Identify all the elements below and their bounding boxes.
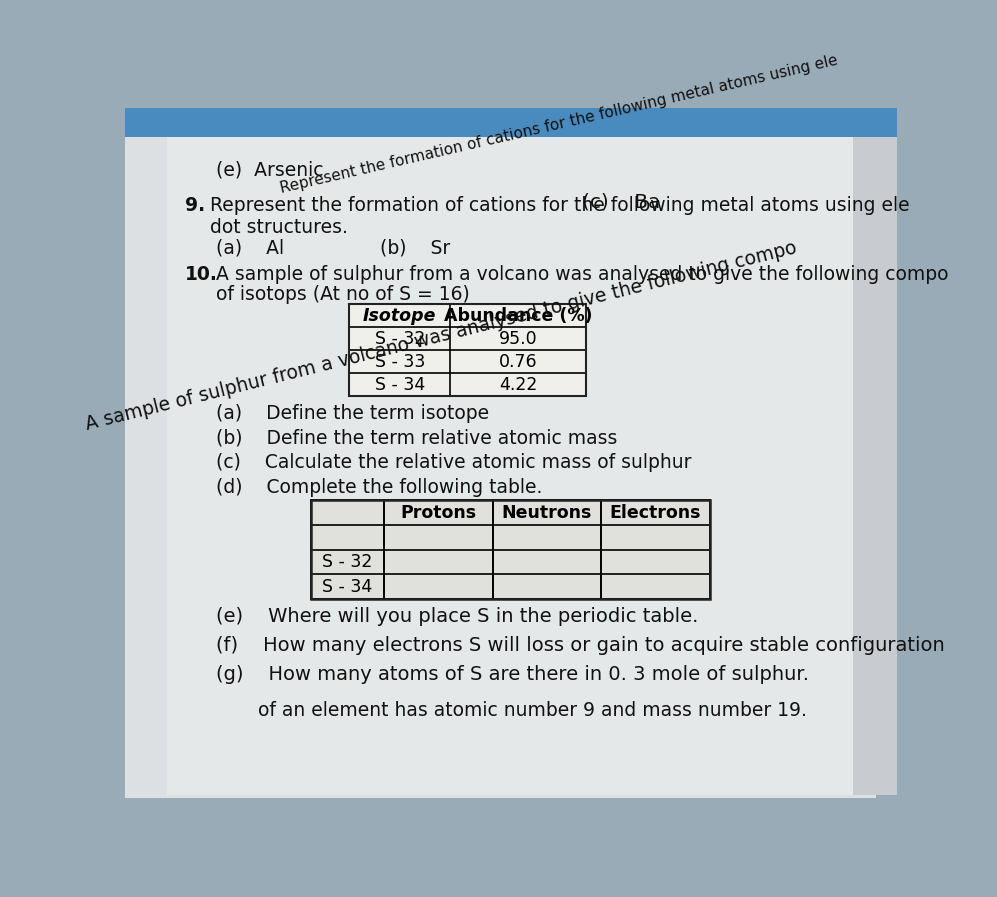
- Text: S - 32: S - 32: [375, 329, 425, 348]
- Text: 9.: 9.: [185, 196, 205, 215]
- Text: A sample of sulphur from a volcano was analysed to give the following compo: A sample of sulphur from a volcano was a…: [216, 266, 948, 284]
- FancyBboxPatch shape: [311, 501, 710, 599]
- Text: Represent the formation of cations for the following metal atoms using ele: Represent the formation of cations for t…: [210, 196, 909, 215]
- Text: A sample of sulphur from a volcano was analysed to give the following compo: A sample of sulphur from a volcano was a…: [84, 239, 799, 434]
- Text: (b)    Define the term relative atomic mass: (b) Define the term relative atomic mass: [216, 429, 617, 448]
- Text: Protons: Protons: [401, 503, 477, 522]
- Text: S - 32: S - 32: [322, 553, 373, 570]
- Text: (g)    How many atoms of S are there in 0. 3 mole of sulphur.: (g) How many atoms of S are there in 0. …: [216, 665, 810, 684]
- Text: 10.: 10.: [185, 266, 218, 284]
- Text: (e)  Arsenic: (e) Arsenic: [216, 160, 324, 179]
- FancyBboxPatch shape: [167, 137, 872, 796]
- Text: (b)    Sr: (b) Sr: [381, 239, 451, 257]
- Text: S - 34: S - 34: [375, 376, 425, 394]
- FancyBboxPatch shape: [853, 137, 897, 796]
- Text: (d)    Complete the following table.: (d) Complete the following table.: [216, 478, 542, 497]
- Text: (a)    Al: (a) Al: [216, 239, 284, 257]
- Text: Neutrons: Neutrons: [501, 503, 592, 522]
- Text: (c)    Ba: (c) Ba: [582, 192, 660, 212]
- Text: (e)    Where will you place S in the periodic table.: (e) Where will you place S in the period…: [216, 606, 699, 625]
- Text: S - 33: S - 33: [375, 353, 425, 370]
- FancyBboxPatch shape: [125, 108, 897, 137]
- Text: 95.0: 95.0: [498, 329, 537, 348]
- Text: of an element has atomic number 9 and mass number 19.: of an element has atomic number 9 and ma…: [216, 701, 807, 719]
- Text: Isotope: Isotope: [363, 307, 437, 325]
- Text: dot structures.: dot structures.: [210, 218, 348, 237]
- Text: (a)    Define the term isotope: (a) Define the term isotope: [216, 404, 490, 423]
- Text: Electrons: Electrons: [610, 503, 701, 522]
- FancyBboxPatch shape: [349, 304, 586, 396]
- Text: Abundance (%): Abundance (%): [444, 307, 592, 325]
- Text: (c)    Calculate the relative atomic mass of sulphur: (c) Calculate the relative atomic mass o…: [216, 453, 692, 473]
- Text: Represent the formation of cations for the following metal atoms using ele: Represent the formation of cations for t…: [278, 53, 839, 196]
- Text: S - 34: S - 34: [322, 578, 373, 596]
- Text: of isotops (At no of S = 16): of isotops (At no of S = 16): [216, 284, 470, 304]
- Text: (f)    How many electrons S will loss or gain to acquire stable configuration: (f) How many electrons S will loss or ga…: [216, 636, 945, 655]
- FancyBboxPatch shape: [125, 108, 171, 798]
- Text: 0.76: 0.76: [498, 353, 537, 370]
- FancyBboxPatch shape: [125, 135, 876, 798]
- Text: 4.22: 4.22: [498, 376, 537, 394]
